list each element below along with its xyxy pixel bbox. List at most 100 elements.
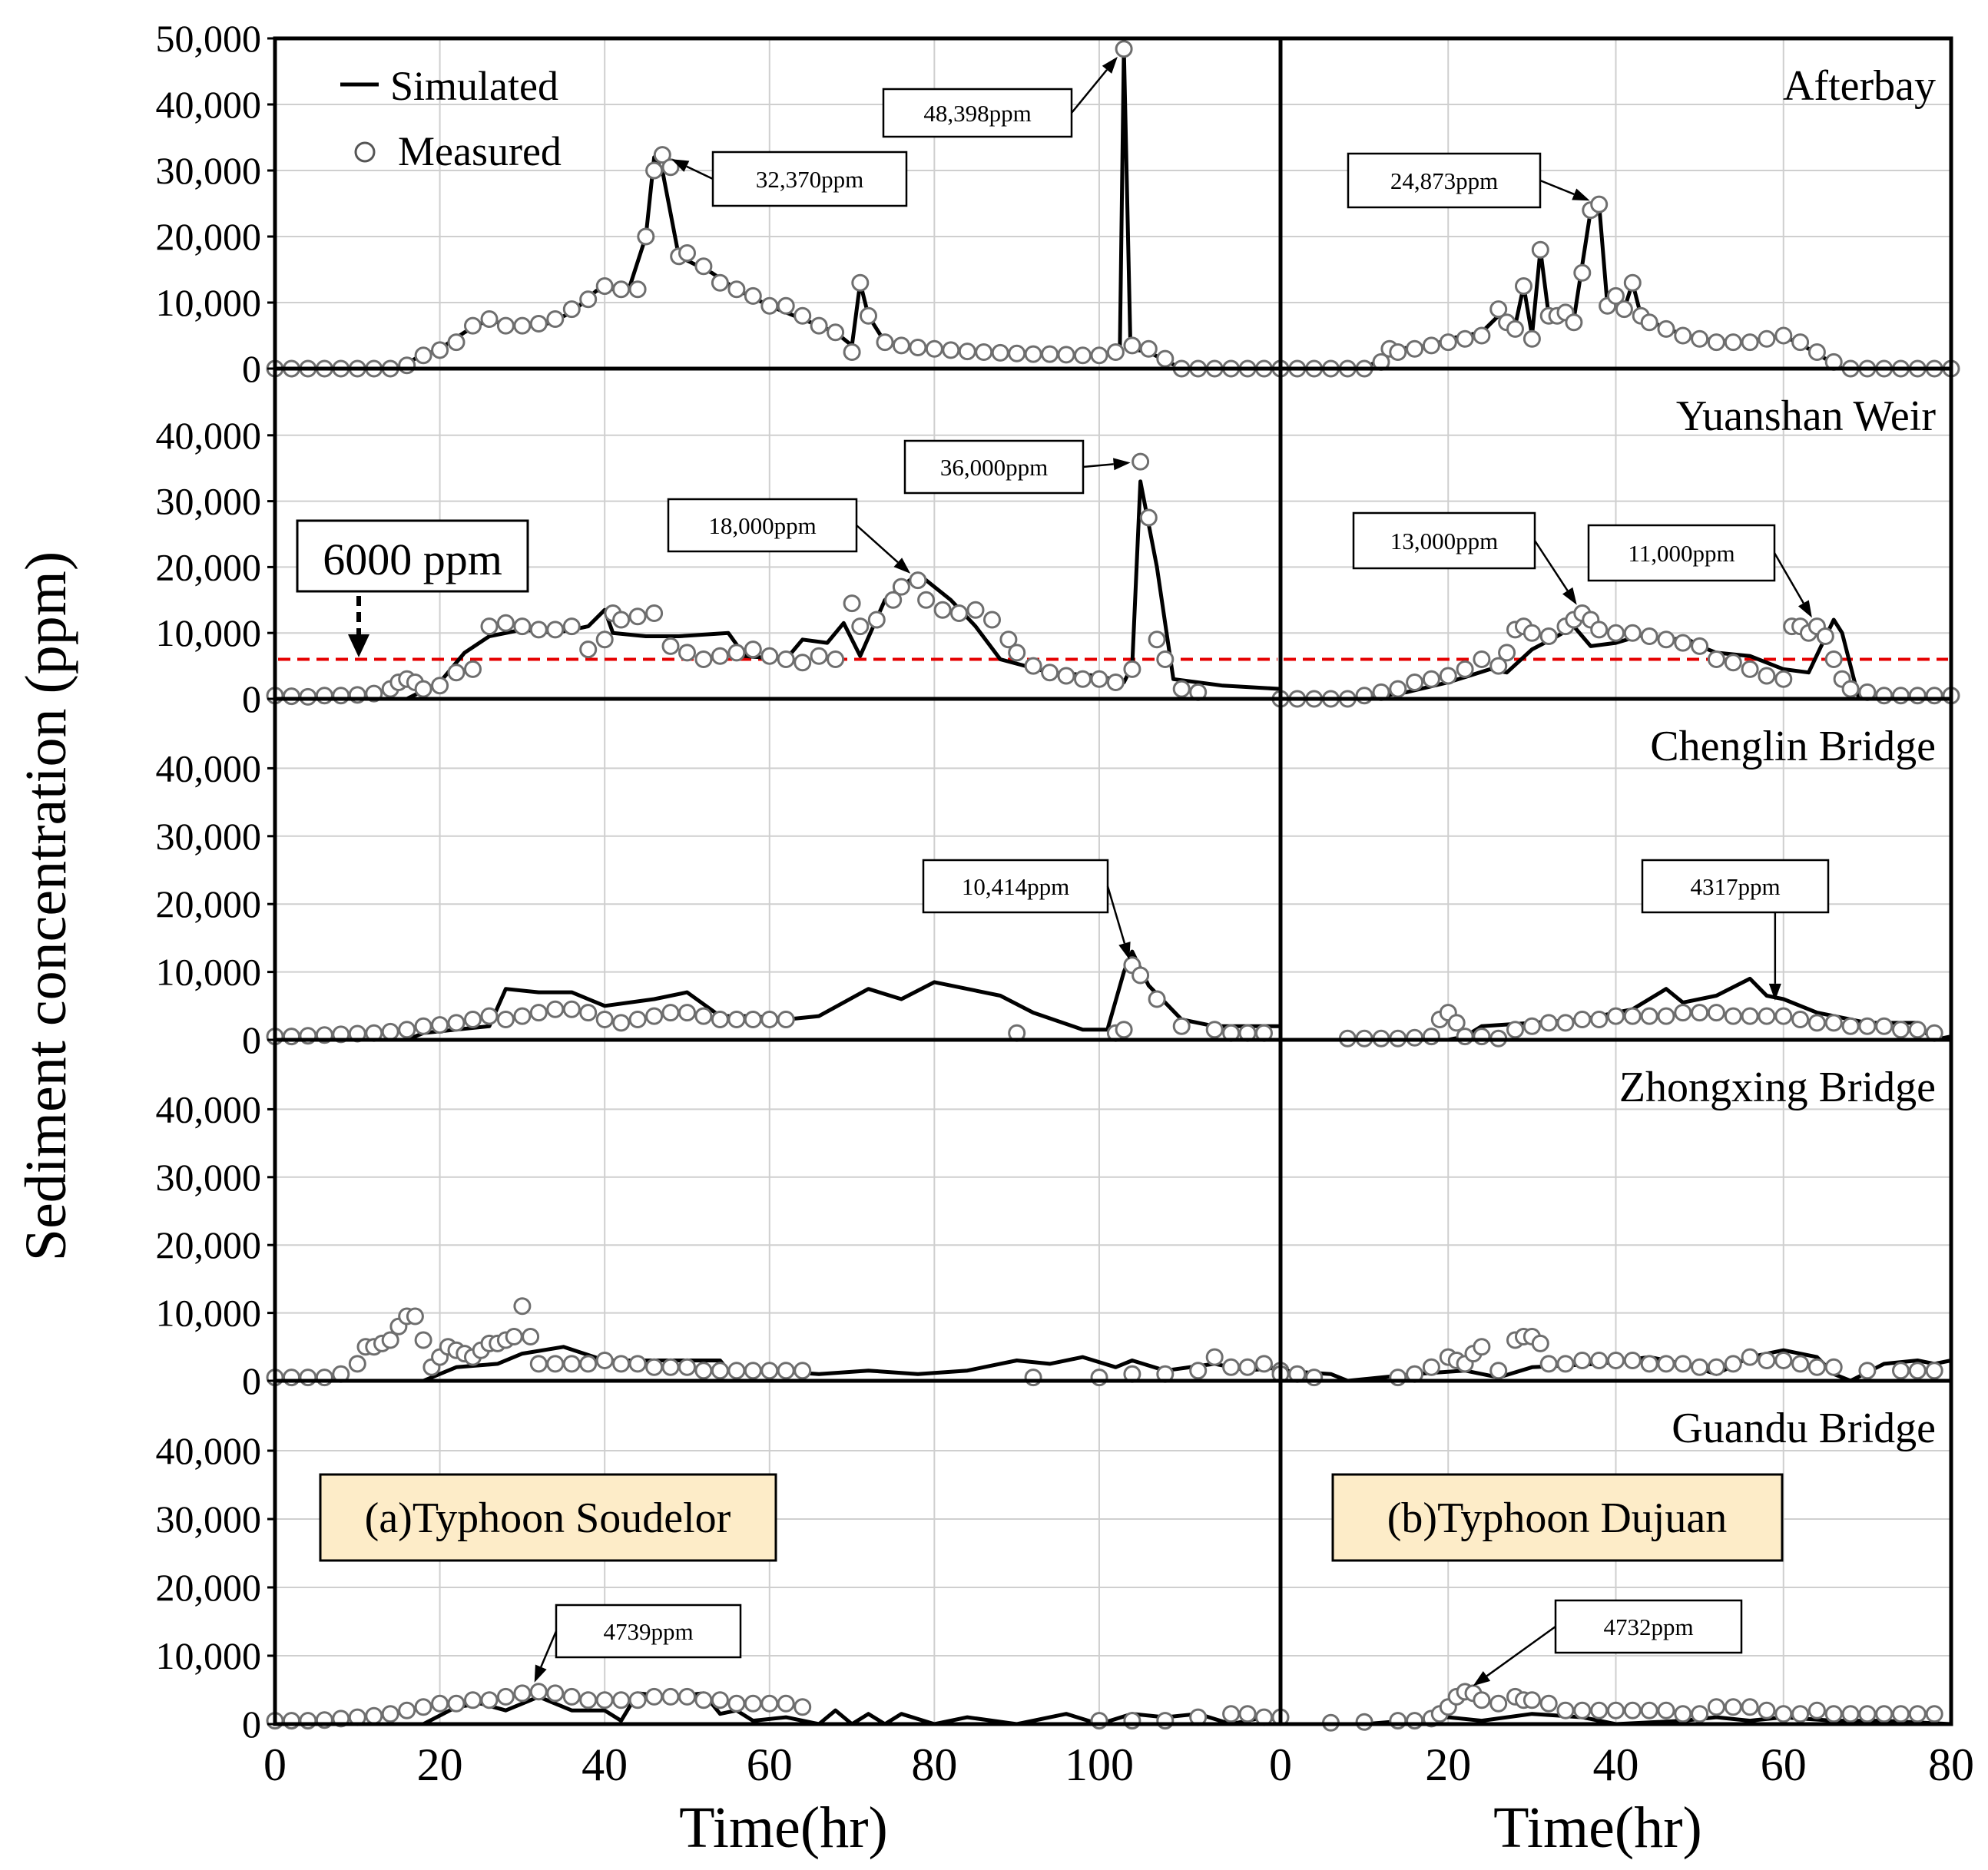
tick-labels: 0 10,000 20,000 30,000 40,000 50,000 0 10,000 20… (156, 17, 1975, 1790)
measured-point-afterbay-a-36 (810, 316, 828, 335)
measured-point-chenglin-bridge-a-17 (546, 1000, 565, 1018)
measured-point-zhongxing-bridge-b-24 (1674, 1355, 1692, 1373)
measured-point-guandu-bridge-b-22 (1657, 1701, 1675, 1719)
typhoon-b-box (1331, 1473, 1784, 1562)
measured-point-yuanshan-weir-a-32 (744, 640, 762, 659)
measured-point-guandu-bridge-b-10 (1473, 1691, 1491, 1709)
measured-point-guandu-bridge-b-11 (1489, 1694, 1508, 1713)
measured-point-yuanshan-weir-a-12 (431, 677, 449, 695)
measured-point-yuanshan-weir-a-18 (529, 621, 548, 639)
measured-point-guandu-bridge-b-16 (1556, 1701, 1575, 1719)
measured-point-guandu-bridge-a-21 (612, 1691, 631, 1709)
measured-point-yuanshan-weir-a-3 (315, 687, 333, 705)
measured-point-afterbay-b-14 (1489, 300, 1508, 319)
measured-point-afterbay-b-38 (1741, 333, 1759, 352)
callout-box-yuanshan-weir-a-1 (903, 439, 1085, 495)
measured-point-afterbay-b-32 (1640, 313, 1658, 332)
plot-frames (273, 36, 1953, 1726)
measured-point-afterbay-a-10 (431, 341, 449, 359)
measured-point-zhongxing-bridge-b-25 (1691, 1358, 1709, 1376)
measured-point-yuanshan-weir-a-14 (464, 660, 482, 678)
measured-point-guandu-bridge-b-38 (1925, 1705, 1943, 1723)
y-tick-chenglin-bridge-0: 0 (242, 1018, 261, 1061)
measured-point-chenglin-bridge-a-36 (1132, 966, 1150, 985)
measured-point-afterbay-a-57 (1123, 336, 1141, 355)
callout-arrowhead-yuanshan-weir-a-0 (893, 558, 911, 574)
measured-point-yuanshan-weir-b-9 (1422, 670, 1440, 688)
threshold-label: 6000 ppm (323, 535, 502, 584)
measured-point-zhongxing-bridge-b-10 (1473, 1338, 1491, 1356)
measured-point-chenglin-bridge-a-8 (398, 1021, 416, 1039)
measured-point-afterbay-a-34 (777, 296, 795, 315)
measured-point-guandu-bridge-b-24 (1691, 1705, 1709, 1723)
measured-point-afterbay-a-44 (925, 339, 943, 358)
measured-point-afterbay-b-11 (1439, 333, 1457, 352)
measured-point-yuanshan-weir-a-60 (1148, 631, 1166, 649)
measured-point-zhongxing-bridge-a-42 (777, 1362, 795, 1380)
measured-point-afterbay-b-28 (1607, 286, 1625, 305)
measured-point-yuanshan-weir-a-19 (546, 621, 565, 639)
measured-point-guandu-bridge-a-16 (529, 1683, 548, 1701)
measured-point-afterbay-a-11 (447, 333, 466, 352)
measured-point-afterbay-b-42 (1807, 343, 1826, 361)
callout-box-guandu-bridge-b-0 (1554, 1599, 1743, 1654)
measured-point-yuanshan-weir-a-39 (851, 617, 870, 636)
measured-point-afterbay-a-54 (1090, 346, 1108, 365)
measured-point-zhongxing-bridge-b-2 (1305, 1369, 1324, 1387)
callout-box-afterbay-a-0 (711, 151, 908, 207)
measured-point-afterbay-a-26 (661, 158, 680, 177)
measured-point-zhongxing-bridge-a-12 (406, 1307, 424, 1326)
measured-point-zhongxing-bridge-b-11 (1489, 1362, 1508, 1380)
measured-point-yuanshan-weir-a-40 (867, 611, 886, 629)
measured-point-guandu-bridge-a-11 (447, 1694, 466, 1713)
measured-point-afterbay-b-10 (1422, 336, 1440, 355)
measured-point-zhongxing-bridge-b-16 (1539, 1355, 1558, 1373)
measured-point-yuanshan-weir-a-21 (579, 640, 598, 659)
measured-point-afterbay-a-51 (1041, 345, 1059, 363)
measured-point-afterbay-a-29 (694, 257, 713, 276)
callout-arrow-afterbay-a-0 (686, 165, 714, 180)
measured-point-afterbay-b-39 (1758, 329, 1776, 348)
callout-label-guandu-bridge-b-0: 4732ppm (1603, 1613, 1693, 1640)
y-tick-zhongxing-bridge-0: 0 (242, 1359, 261, 1402)
measured-point-zhongxing-bridge-b-35 (1892, 1362, 1910, 1380)
measured-point-yuanshan-weir-a-30 (711, 647, 729, 665)
measured-point-yuanshan-weir-a-37 (827, 650, 845, 668)
measured-point-afterbay-a-14 (496, 316, 515, 335)
measured-point-chenglin-bridge-a-29 (744, 1011, 762, 1028)
measured-point-chenglin-bridge-a-12 (464, 1011, 482, 1028)
measured-point-zhongxing-bridge-a-44 (1024, 1369, 1042, 1387)
measured-point-chenglin-bridge-a-11 (447, 1014, 466, 1032)
measured-point-chenglin-bridge-a-15 (513, 1007, 532, 1025)
measured-point-chenglin-bridge-b-30 (1807, 1014, 1826, 1032)
callouts: 32,370ppm 48,398ppm 24,873ppm 18,000ppm 36,0… (534, 56, 1830, 1686)
measured-point-guandu-bridge-a-8 (398, 1701, 416, 1719)
measured-point-guandu-bridge-b-35 (1875, 1705, 1894, 1723)
y-tick-yuanshan-weir-4: 40,000 (156, 414, 262, 457)
y-tick-guandu-bridge-2: 20,000 (156, 1566, 262, 1609)
callout-arrowhead-chenglin-bridge-b-0 (1768, 983, 1781, 1001)
measured-point-afterbay-a-37 (827, 323, 845, 342)
callout-label-yuanshan-weir-a-1: 36,000ppm (940, 454, 1048, 481)
measured-point-guandu-bridge-a-32 (794, 1698, 812, 1716)
measured-point-yuanshan-weir-a-29 (694, 650, 713, 668)
x-tick-a-4: 80 (911, 1739, 957, 1790)
measured-point-guandu-bridge-a-13 (480, 1691, 499, 1709)
measured-point-chenglin-bridge-b-17 (1590, 1011, 1609, 1028)
measured-point-zhongxing-bridge-b-5 (1422, 1358, 1440, 1376)
measured-point-afterbay-a-17 (546, 310, 565, 328)
measured-point-zhongxing-bridge-b-26 (1707, 1358, 1725, 1376)
measured-point-yuanshan-weir-a-27 (661, 637, 680, 655)
measured-point-afterbay-a-50 (1024, 345, 1042, 363)
measured-point-guandu-bridge-a-1 (283, 1712, 300, 1730)
y-tick-afterbay-2: 20,000 (156, 215, 262, 258)
measured-point-yuanshan-weir-b-23 (1590, 621, 1609, 639)
measured-point-yuanshan-weir-b-31 (1724, 654, 1742, 672)
measured-point-chenglin-bridge-a-14 (496, 1011, 515, 1028)
measured-point-chenglin-bridge-a-27 (711, 1011, 729, 1028)
simulated-line-zhongxing-bridge-a (275, 1345, 1281, 1383)
measured-point-chenglin-bridge-a-25 (678, 1004, 696, 1022)
callout-label-chenglin-bridge-b-0: 4317ppm (1690, 873, 1780, 900)
measured-point-chenglin-bridge-a-9 (414, 1017, 432, 1035)
callout-arrow-chenglin-bridge-a-0 (1106, 885, 1126, 944)
